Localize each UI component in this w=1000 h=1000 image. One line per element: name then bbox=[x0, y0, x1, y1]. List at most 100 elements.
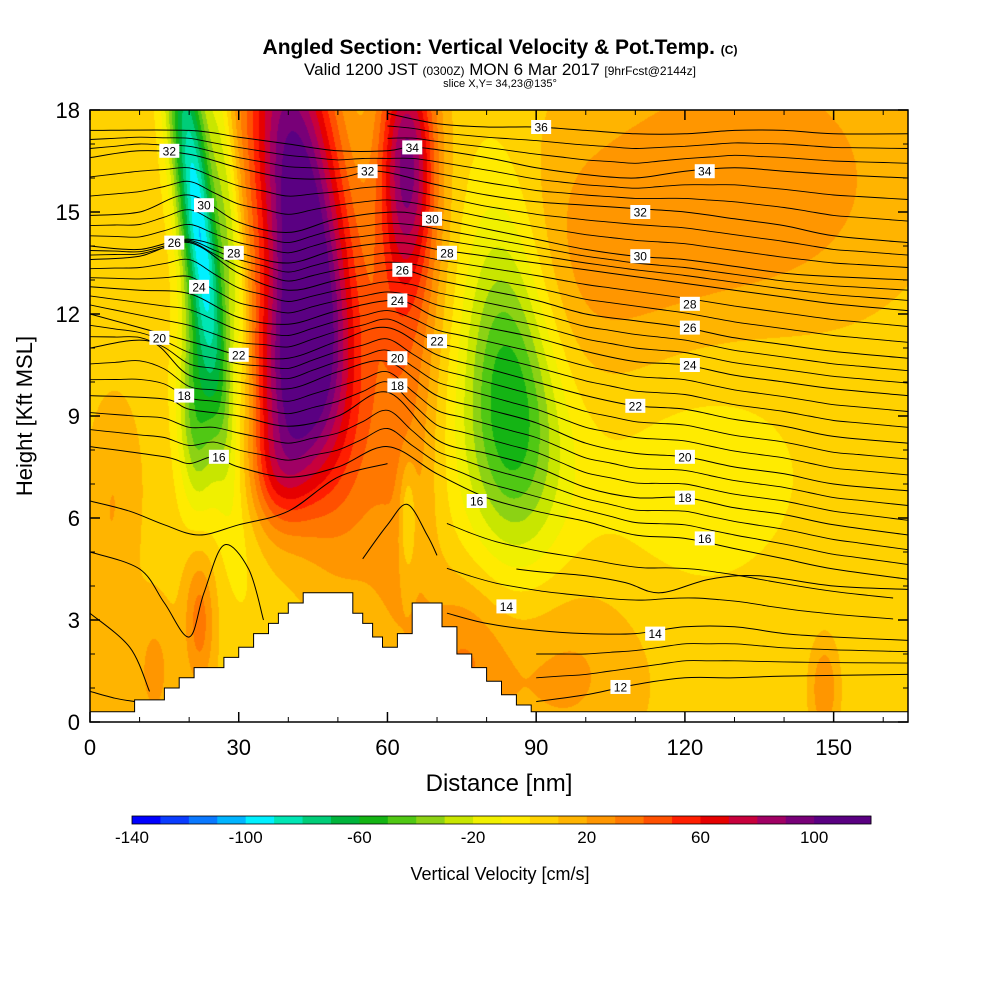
isentrope-line-lower bbox=[90, 690, 135, 703]
contour-label-bg bbox=[466, 494, 487, 508]
contour-label-bg bbox=[496, 599, 517, 614]
colorbar-swatch bbox=[728, 816, 758, 824]
contour-label-bg bbox=[387, 293, 408, 308]
x-axis-label: Distance [nm] bbox=[426, 770, 573, 797]
contour-label-text: 18 bbox=[178, 389, 192, 403]
contour-label: 12 bbox=[610, 679, 631, 694]
contour-label-text: 28 bbox=[683, 297, 697, 311]
isentrope-line-18 bbox=[90, 391, 908, 536]
contour-label: 20 bbox=[387, 351, 408, 366]
x-tick-label: 90 bbox=[524, 735, 548, 760]
isentrope-line bbox=[387, 125, 908, 149]
contour-label-text: 22 bbox=[430, 335, 444, 349]
contour-label: 20 bbox=[149, 330, 170, 345]
contour-label-text: 20 bbox=[153, 331, 167, 345]
colorbar-swatch bbox=[330, 816, 360, 824]
colorbar-swatch bbox=[217, 816, 247, 824]
contour-label-bg bbox=[694, 164, 715, 179]
contour-label: 26 bbox=[392, 262, 413, 277]
contour-label-bg bbox=[625, 398, 646, 413]
contour-label-bg bbox=[387, 378, 408, 393]
isentrope-line-lower bbox=[516, 568, 908, 594]
contour-label-text: 34 bbox=[406, 141, 420, 155]
contour-label-text: 14 bbox=[500, 600, 514, 614]
colorbar-tick-label: -100 bbox=[229, 828, 263, 847]
isentrope-line-26 bbox=[90, 241, 908, 359]
contour-label-bg bbox=[674, 490, 695, 505]
colorbar-swatch bbox=[558, 816, 588, 824]
contour-label-bg bbox=[149, 330, 170, 345]
colorbar-frame bbox=[131, 815, 872, 825]
colorbar-label: Vertical Velocity [cm/s] bbox=[410, 864, 589, 884]
contour-label-bg bbox=[694, 531, 715, 546]
isentrope-line bbox=[90, 136, 908, 200]
colorbar-swatch bbox=[615, 816, 645, 824]
valid-utc: (0300Z) bbox=[422, 64, 465, 78]
contour-label-text: 14 bbox=[648, 627, 662, 641]
isentrope-line-lower bbox=[362, 503, 438, 560]
isentrope-line bbox=[90, 240, 908, 343]
contour-label-text: 30 bbox=[634, 250, 648, 264]
isentrope-line-22 bbox=[90, 313, 908, 444]
y-tick-label: 18 bbox=[56, 98, 80, 123]
contour-label-bg bbox=[189, 279, 210, 294]
contour-label-text: 28 bbox=[440, 246, 454, 260]
valid-date: MON 6 Mar 2017 bbox=[469, 60, 600, 79]
contour-label-bg bbox=[422, 211, 443, 226]
x-tick-label: 150 bbox=[815, 735, 852, 760]
y-axis-label: Height [Kft MSL] bbox=[12, 336, 37, 496]
contour-label-bg bbox=[679, 358, 700, 372]
isentrope-line-32 bbox=[90, 150, 908, 244]
colorbar-swatch bbox=[160, 816, 190, 824]
colorbar-swatch bbox=[416, 816, 446, 824]
contour-label: 18 bbox=[174, 388, 195, 403]
isentrope-line bbox=[90, 409, 908, 551]
isentrope-line bbox=[90, 143, 908, 222]
contour-label-text: 18 bbox=[678, 491, 692, 505]
isentrope-line-20 bbox=[90, 339, 908, 492]
contour-label: 28 bbox=[223, 245, 244, 260]
contour-label-text: 30 bbox=[197, 199, 211, 213]
chart-title-unit: (C) bbox=[720, 43, 738, 57]
contour-label-text: 16 bbox=[698, 532, 712, 546]
contour-label-text: 36 bbox=[534, 121, 548, 135]
contour-label-text: 26 bbox=[683, 321, 697, 335]
contour-label-text: 12 bbox=[614, 680, 628, 694]
contour-label-text: 28 bbox=[227, 246, 241, 260]
contour-label: 16 bbox=[694, 531, 715, 546]
contour-label-text: 26 bbox=[168, 236, 182, 250]
contour-label: 34 bbox=[402, 140, 423, 155]
contour-label-text: 30 bbox=[425, 212, 439, 226]
isentrope-line bbox=[90, 378, 908, 521]
y-tick-label: 12 bbox=[56, 302, 80, 327]
isentrope-line-lower bbox=[90, 544, 264, 638]
isentrope-line bbox=[90, 304, 908, 428]
contour-label-text: 32 bbox=[163, 144, 177, 158]
y-tick-label: 3 bbox=[68, 608, 80, 633]
terrain-mask bbox=[89, 592, 909, 723]
contour-label: 20 bbox=[674, 449, 695, 464]
colorbar-swatch bbox=[387, 816, 417, 824]
contour-label-bg bbox=[645, 626, 666, 641]
isentrope-line-30 bbox=[90, 194, 908, 281]
contour-label-bg bbox=[630, 205, 651, 219]
contour-label-bg bbox=[208, 449, 229, 464]
contour-label: 24 bbox=[387, 293, 408, 308]
colorbar-swatch bbox=[245, 816, 275, 824]
contour-label-bg bbox=[674, 449, 695, 464]
contour-label: 24 bbox=[189, 279, 210, 294]
colorbar-swatch bbox=[814, 816, 843, 824]
colorbar-swatch bbox=[700, 816, 730, 824]
contour-label: 18 bbox=[387, 378, 408, 393]
isentrope-line-34 bbox=[90, 129, 908, 179]
isentrope-line-36 bbox=[387, 112, 908, 135]
contour-label-bg bbox=[194, 198, 215, 213]
x-tick-label: 0 bbox=[84, 735, 96, 760]
isentrope-line bbox=[90, 258, 908, 372]
contour-label-bg bbox=[159, 143, 180, 158]
contour-label-bg bbox=[357, 164, 378, 179]
contour-label: 36 bbox=[531, 120, 552, 135]
contour-labels: 12 14 14 16 16 16 18 18 18 20 20 20 22 22 22 24 24 24 26 26… bbox=[149, 120, 715, 694]
contour-label-text: 26 bbox=[396, 263, 410, 277]
isentrope-line bbox=[536, 643, 908, 655]
